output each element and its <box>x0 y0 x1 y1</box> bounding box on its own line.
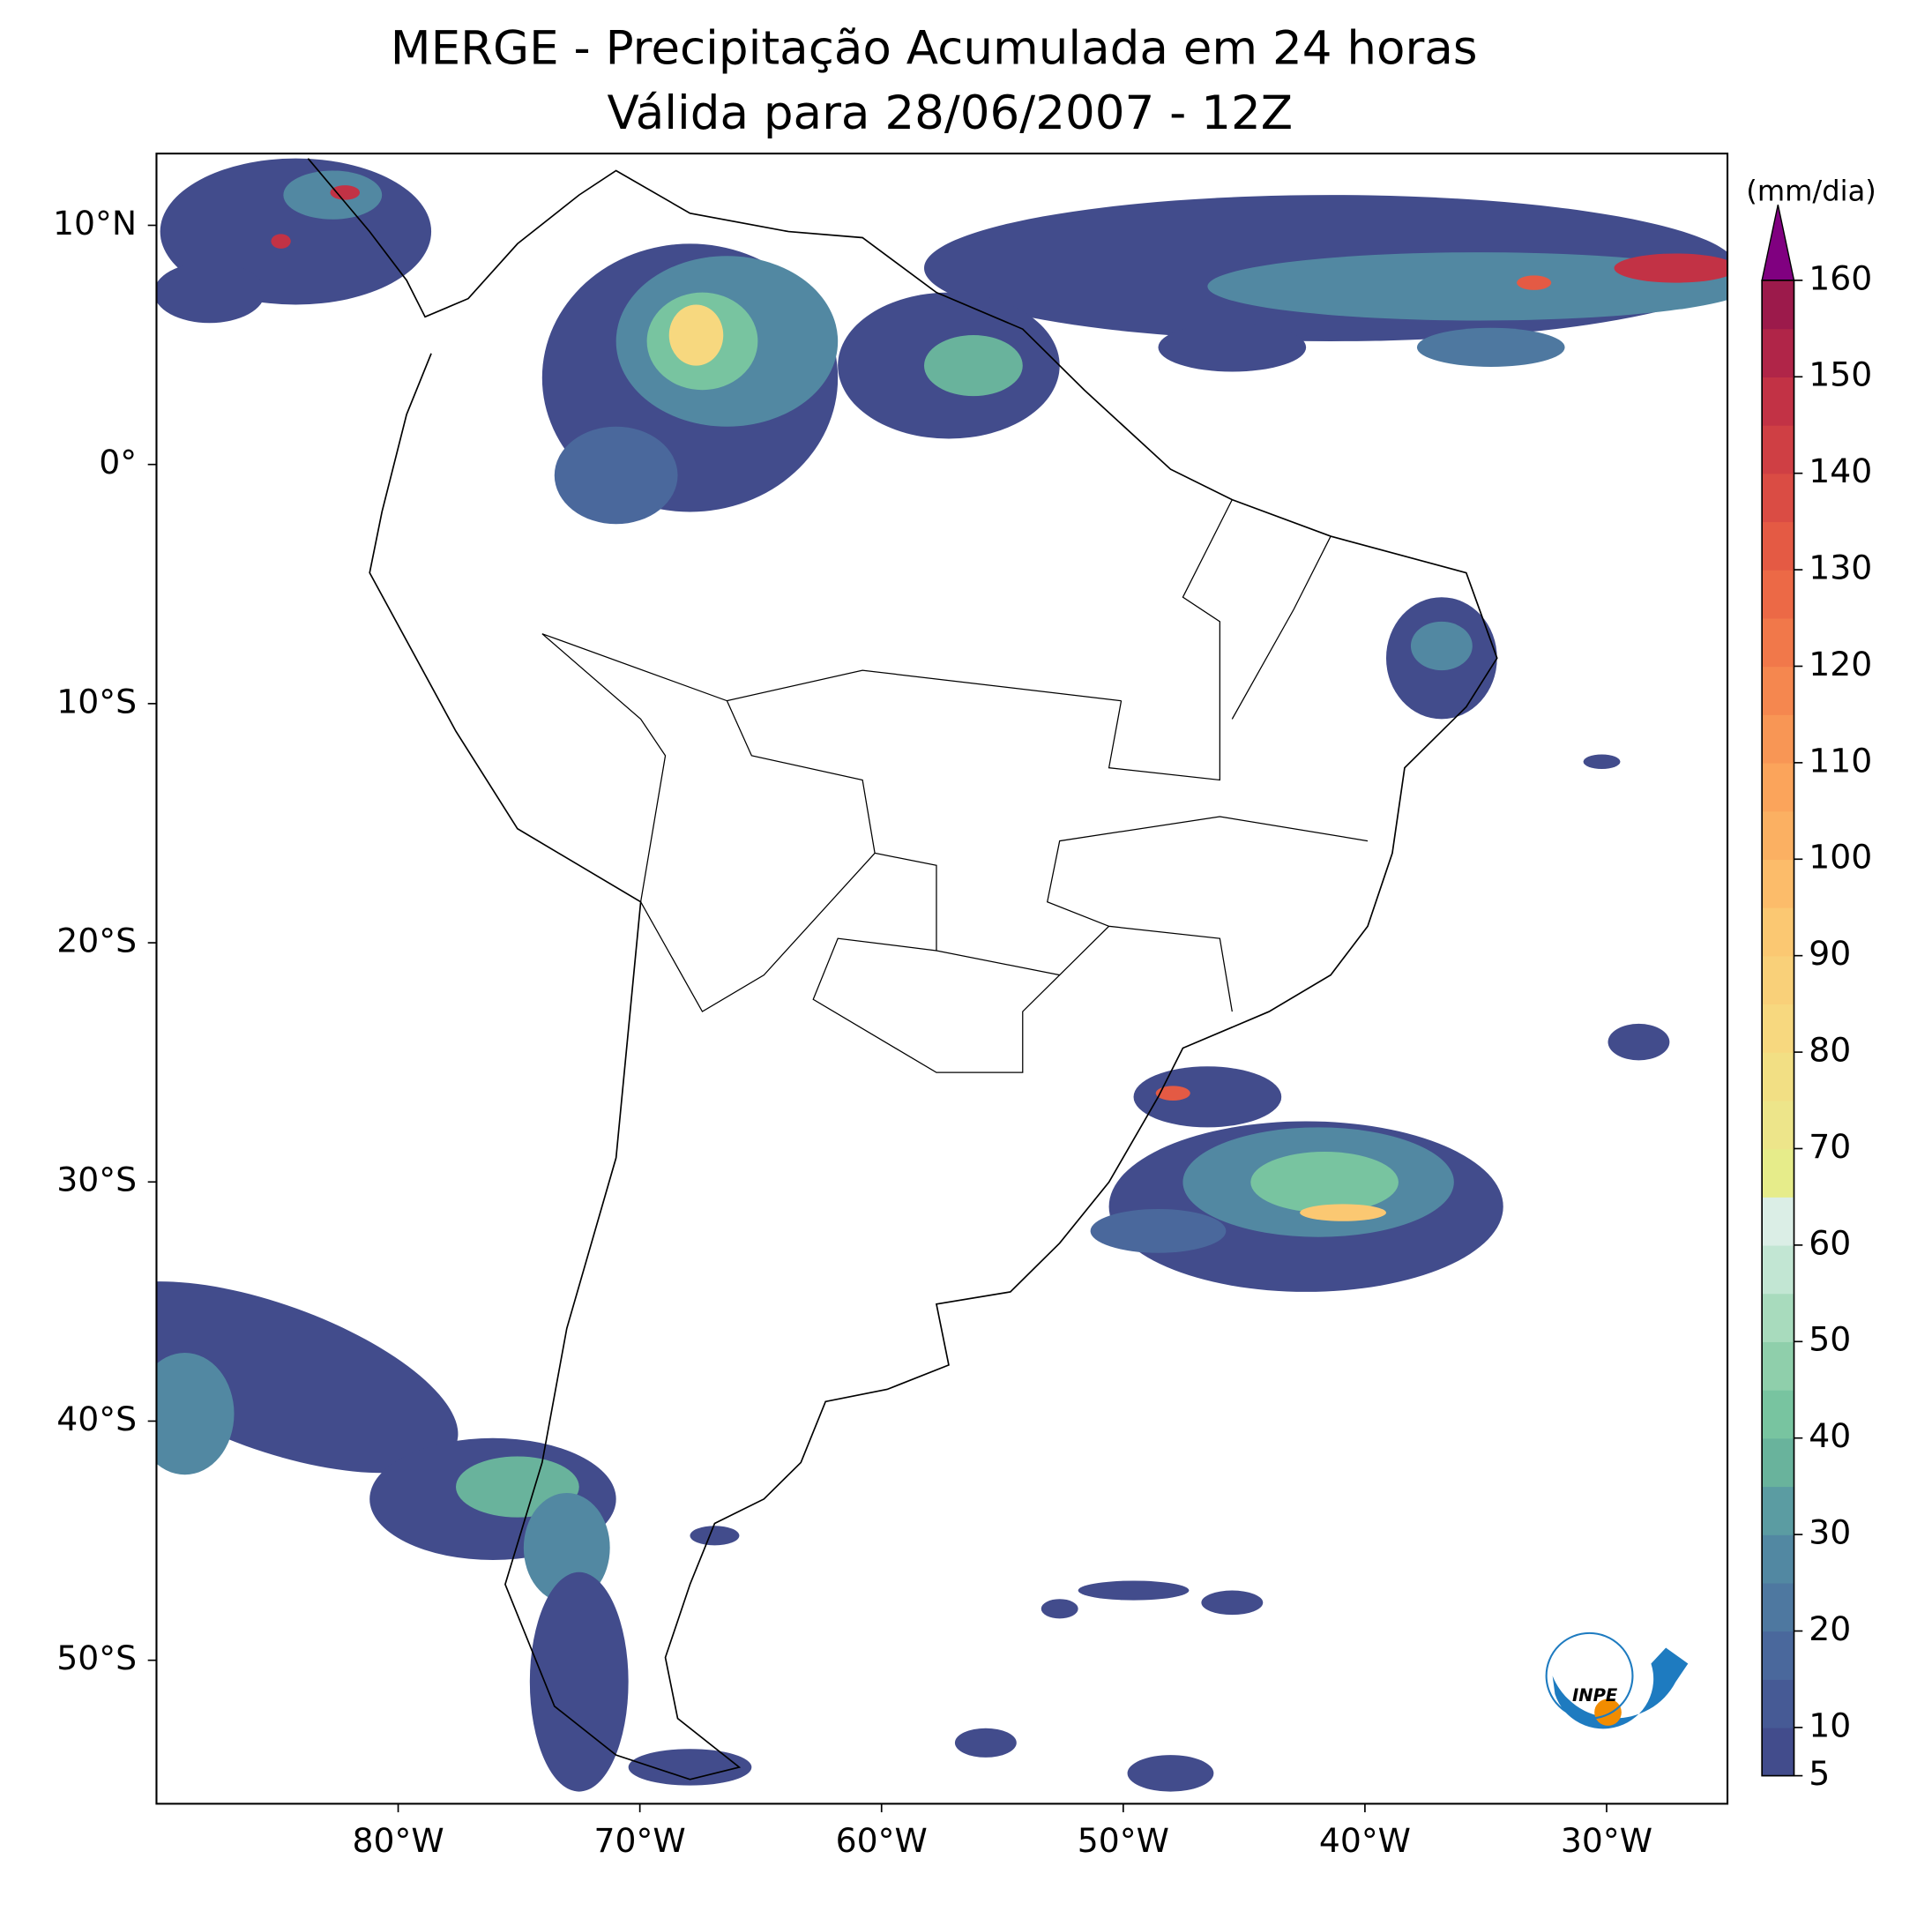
colorbar-tick-label: 110 <box>1809 742 1872 780</box>
colorbar-segment <box>1762 1341 1794 1391</box>
colorbar-extension <box>1761 205 1795 281</box>
y-tick-label: 30°S <box>56 1161 137 1199</box>
colorbar-tick-label: 120 <box>1809 645 1872 683</box>
x-tick-label: 50°W <box>1078 1821 1169 1860</box>
colorbar-tick-label: 100 <box>1809 838 1872 877</box>
colorbar-segment <box>1762 424 1794 474</box>
map-body <box>156 158 1728 1792</box>
colorbar-tick-label: 20 <box>1809 1609 1851 1648</box>
colorbar-tick-label: 130 <box>1809 549 1872 587</box>
map-frame <box>155 153 1729 1805</box>
x-tick-label: 60°W <box>836 1821 928 1860</box>
colorbar-segment <box>1762 1004 1794 1053</box>
colorbar-segment <box>1762 859 1794 908</box>
coastline <box>307 158 1498 1780</box>
colorbar-segment <box>1762 1389 1794 1439</box>
colorbar-segment <box>1762 1679 1794 1728</box>
colorbar-segment <box>1762 762 1794 812</box>
x-tick-label: 40°W <box>1319 1821 1411 1860</box>
colorbar-segment <box>1762 473 1794 523</box>
colorbar-tick-label: 60 <box>1809 1224 1851 1263</box>
colorbar-segment <box>1762 714 1794 764</box>
logo: INPE <box>1545 1631 1689 1729</box>
y-tick-label: 0° <box>99 443 137 481</box>
colorbar-tick-label: 5 <box>1809 1754 1830 1793</box>
colorbar-segment <box>1762 907 1794 957</box>
colorbar-segment <box>1762 1727 1794 1777</box>
colorbar-tick-label: 10 <box>1809 1706 1851 1745</box>
colorbar-segment <box>1762 1052 1794 1101</box>
colorbar-segment <box>1762 666 1794 715</box>
colorbar-tick-label: 40 <box>1809 1416 1851 1455</box>
colorbar-segment <box>1762 1534 1794 1584</box>
x-tick-label: 80°W <box>352 1821 444 1860</box>
colorbar-tick-label: 140 <box>1809 452 1872 490</box>
y-tick-label: 10°N <box>53 204 137 243</box>
colorbar-tick-label: 80 <box>1809 1031 1851 1070</box>
colorbar-tick-label: 50 <box>1809 1320 1851 1359</box>
colorbar-tick-label: 70 <box>1809 1127 1851 1166</box>
x-tick-label: 70°W <box>594 1821 686 1860</box>
colorbar-segment <box>1762 280 1794 330</box>
colorbar-segment <box>1762 521 1794 571</box>
colorbar-segment <box>1762 570 1794 619</box>
map-title: MERGE - Precipitação Acumulada em 24 hor… <box>391 22 1478 76</box>
colorbar-segment <box>1762 810 1794 860</box>
colorbar-segment <box>1762 617 1794 668</box>
colorbar-segment <box>1762 328 1794 377</box>
colorbar-segment <box>1762 1293 1794 1342</box>
colorbar-label: (mm/dia) <box>1746 174 1876 207</box>
colorbar-segment <box>1762 1244 1794 1295</box>
colorbar-frame <box>1761 280 1795 1777</box>
y-tick-label: 50°S <box>56 1639 137 1677</box>
colorbar-segment <box>1762 1486 1794 1535</box>
colorbar-segment <box>1762 1197 1794 1246</box>
colorbar-tick-label: 30 <box>1809 1513 1851 1552</box>
colorbar-tick-label: 160 <box>1809 258 1872 297</box>
y-tick-label: 20°S <box>56 922 137 960</box>
colorbar-segment <box>1762 1100 1794 1150</box>
precipitation-field <box>156 158 1728 1792</box>
logo-text: INPE <box>1572 1685 1618 1706</box>
borders <box>541 499 1369 1073</box>
y-tick-label: 10°S <box>56 683 137 721</box>
colorbar-segment <box>1762 955 1794 1005</box>
colorbar-segment <box>1762 1631 1794 1680</box>
x-tick-label: 30°W <box>1561 1821 1652 1860</box>
map-subtitle: Válida para 28/06/2007 - 12Z <box>608 86 1294 140</box>
colorbar-tick-label: 150 <box>1809 355 1872 394</box>
colorbar-segment <box>1762 1148 1794 1198</box>
colorbar-segment <box>1762 1582 1794 1632</box>
y-tick-label: 40°S <box>56 1400 137 1438</box>
colorbar-segment <box>1762 377 1794 426</box>
colorbar-tick-label: 90 <box>1809 934 1851 973</box>
colorbar-segment <box>1762 1437 1794 1488</box>
